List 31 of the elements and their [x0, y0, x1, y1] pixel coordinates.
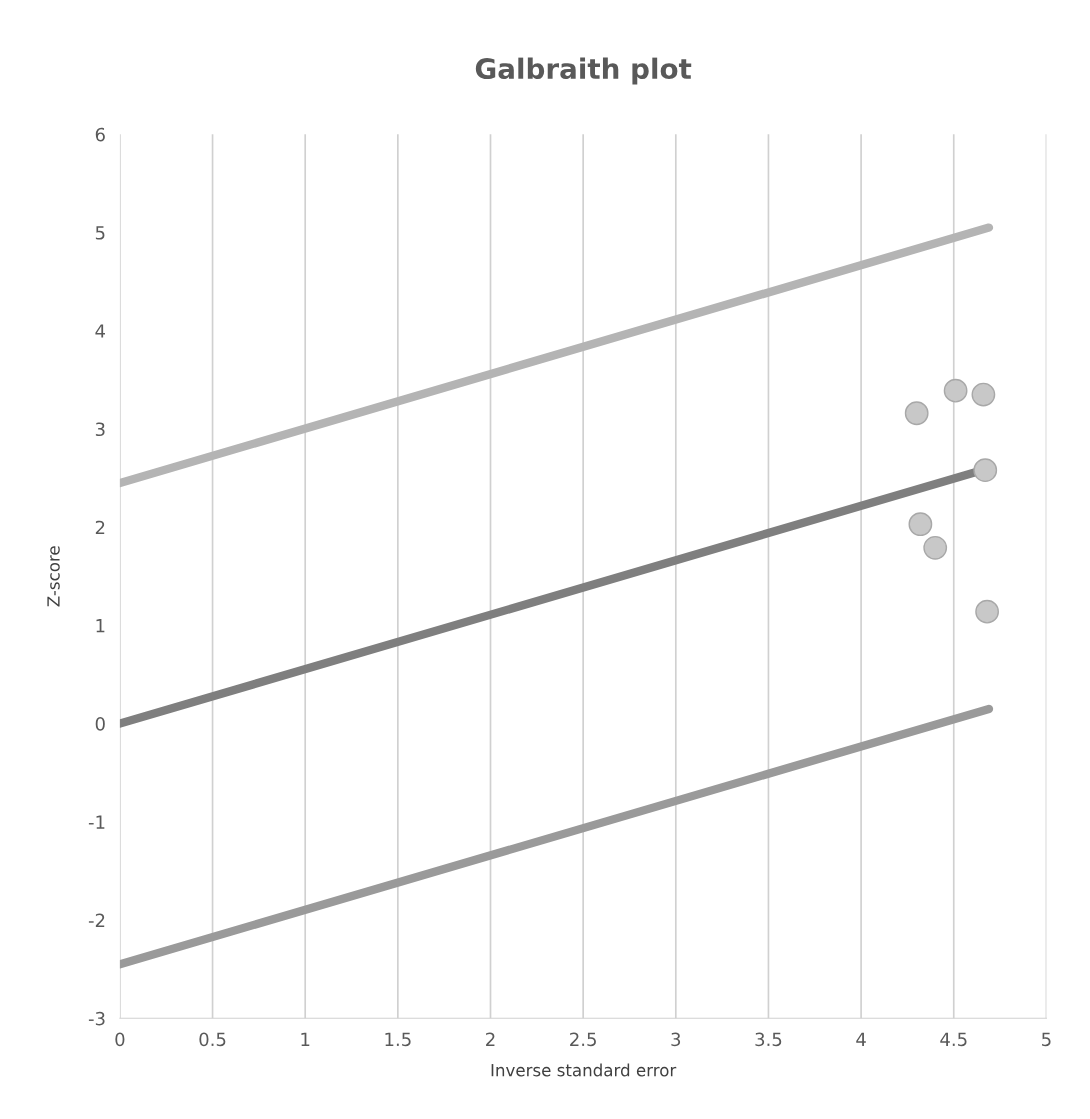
y-axis-title: Z-score: [47, 546, 60, 607]
y-tick-label: 2: [95, 520, 105, 535]
x-tick-label: 1: [301, 1032, 310, 1046]
x-tick-label: 0: [115, 1032, 125, 1047]
x-tick-label: 0.5: [199, 1032, 226, 1047]
x-tick-label: 4: [856, 1032, 866, 1046]
y-tick-label: -3: [88, 1011, 105, 1026]
point: [923, 535, 948, 560]
point: [973, 458, 998, 483]
point: [904, 401, 929, 426]
x-tick-label: 3.5: [755, 1032, 782, 1047]
x-tick-label: 2: [486, 1032, 495, 1046]
y-tick-label: 0: [95, 717, 105, 731]
x-tick-label: 2.5: [570, 1032, 596, 1047]
x-axis-title: Inverse standard error: [491, 1063, 677, 1077]
y-tick-label: 5: [95, 226, 105, 240]
y-tick-label: 4: [95, 324, 105, 338]
chart-title: Galbraith plot: [475, 57, 692, 85]
x-tick-label: 3: [671, 1032, 681, 1047]
point: [908, 512, 933, 537]
x-tick-label: 1.5: [385, 1032, 411, 1047]
point: [943, 378, 968, 403]
y-tick-label: 6: [95, 127, 105, 142]
y-tick-label: 1: [96, 619, 105, 633]
y-tick-label: -1: [88, 815, 105, 829]
y-tick-label: 3: [95, 422, 105, 437]
point: [971, 382, 996, 407]
point: [975, 599, 999, 624]
x-tick-label: 4.5: [940, 1032, 967, 1047]
x-tick-label: 5: [1042, 1032, 1051, 1047]
y-tick-label: -2: [88, 913, 105, 927]
